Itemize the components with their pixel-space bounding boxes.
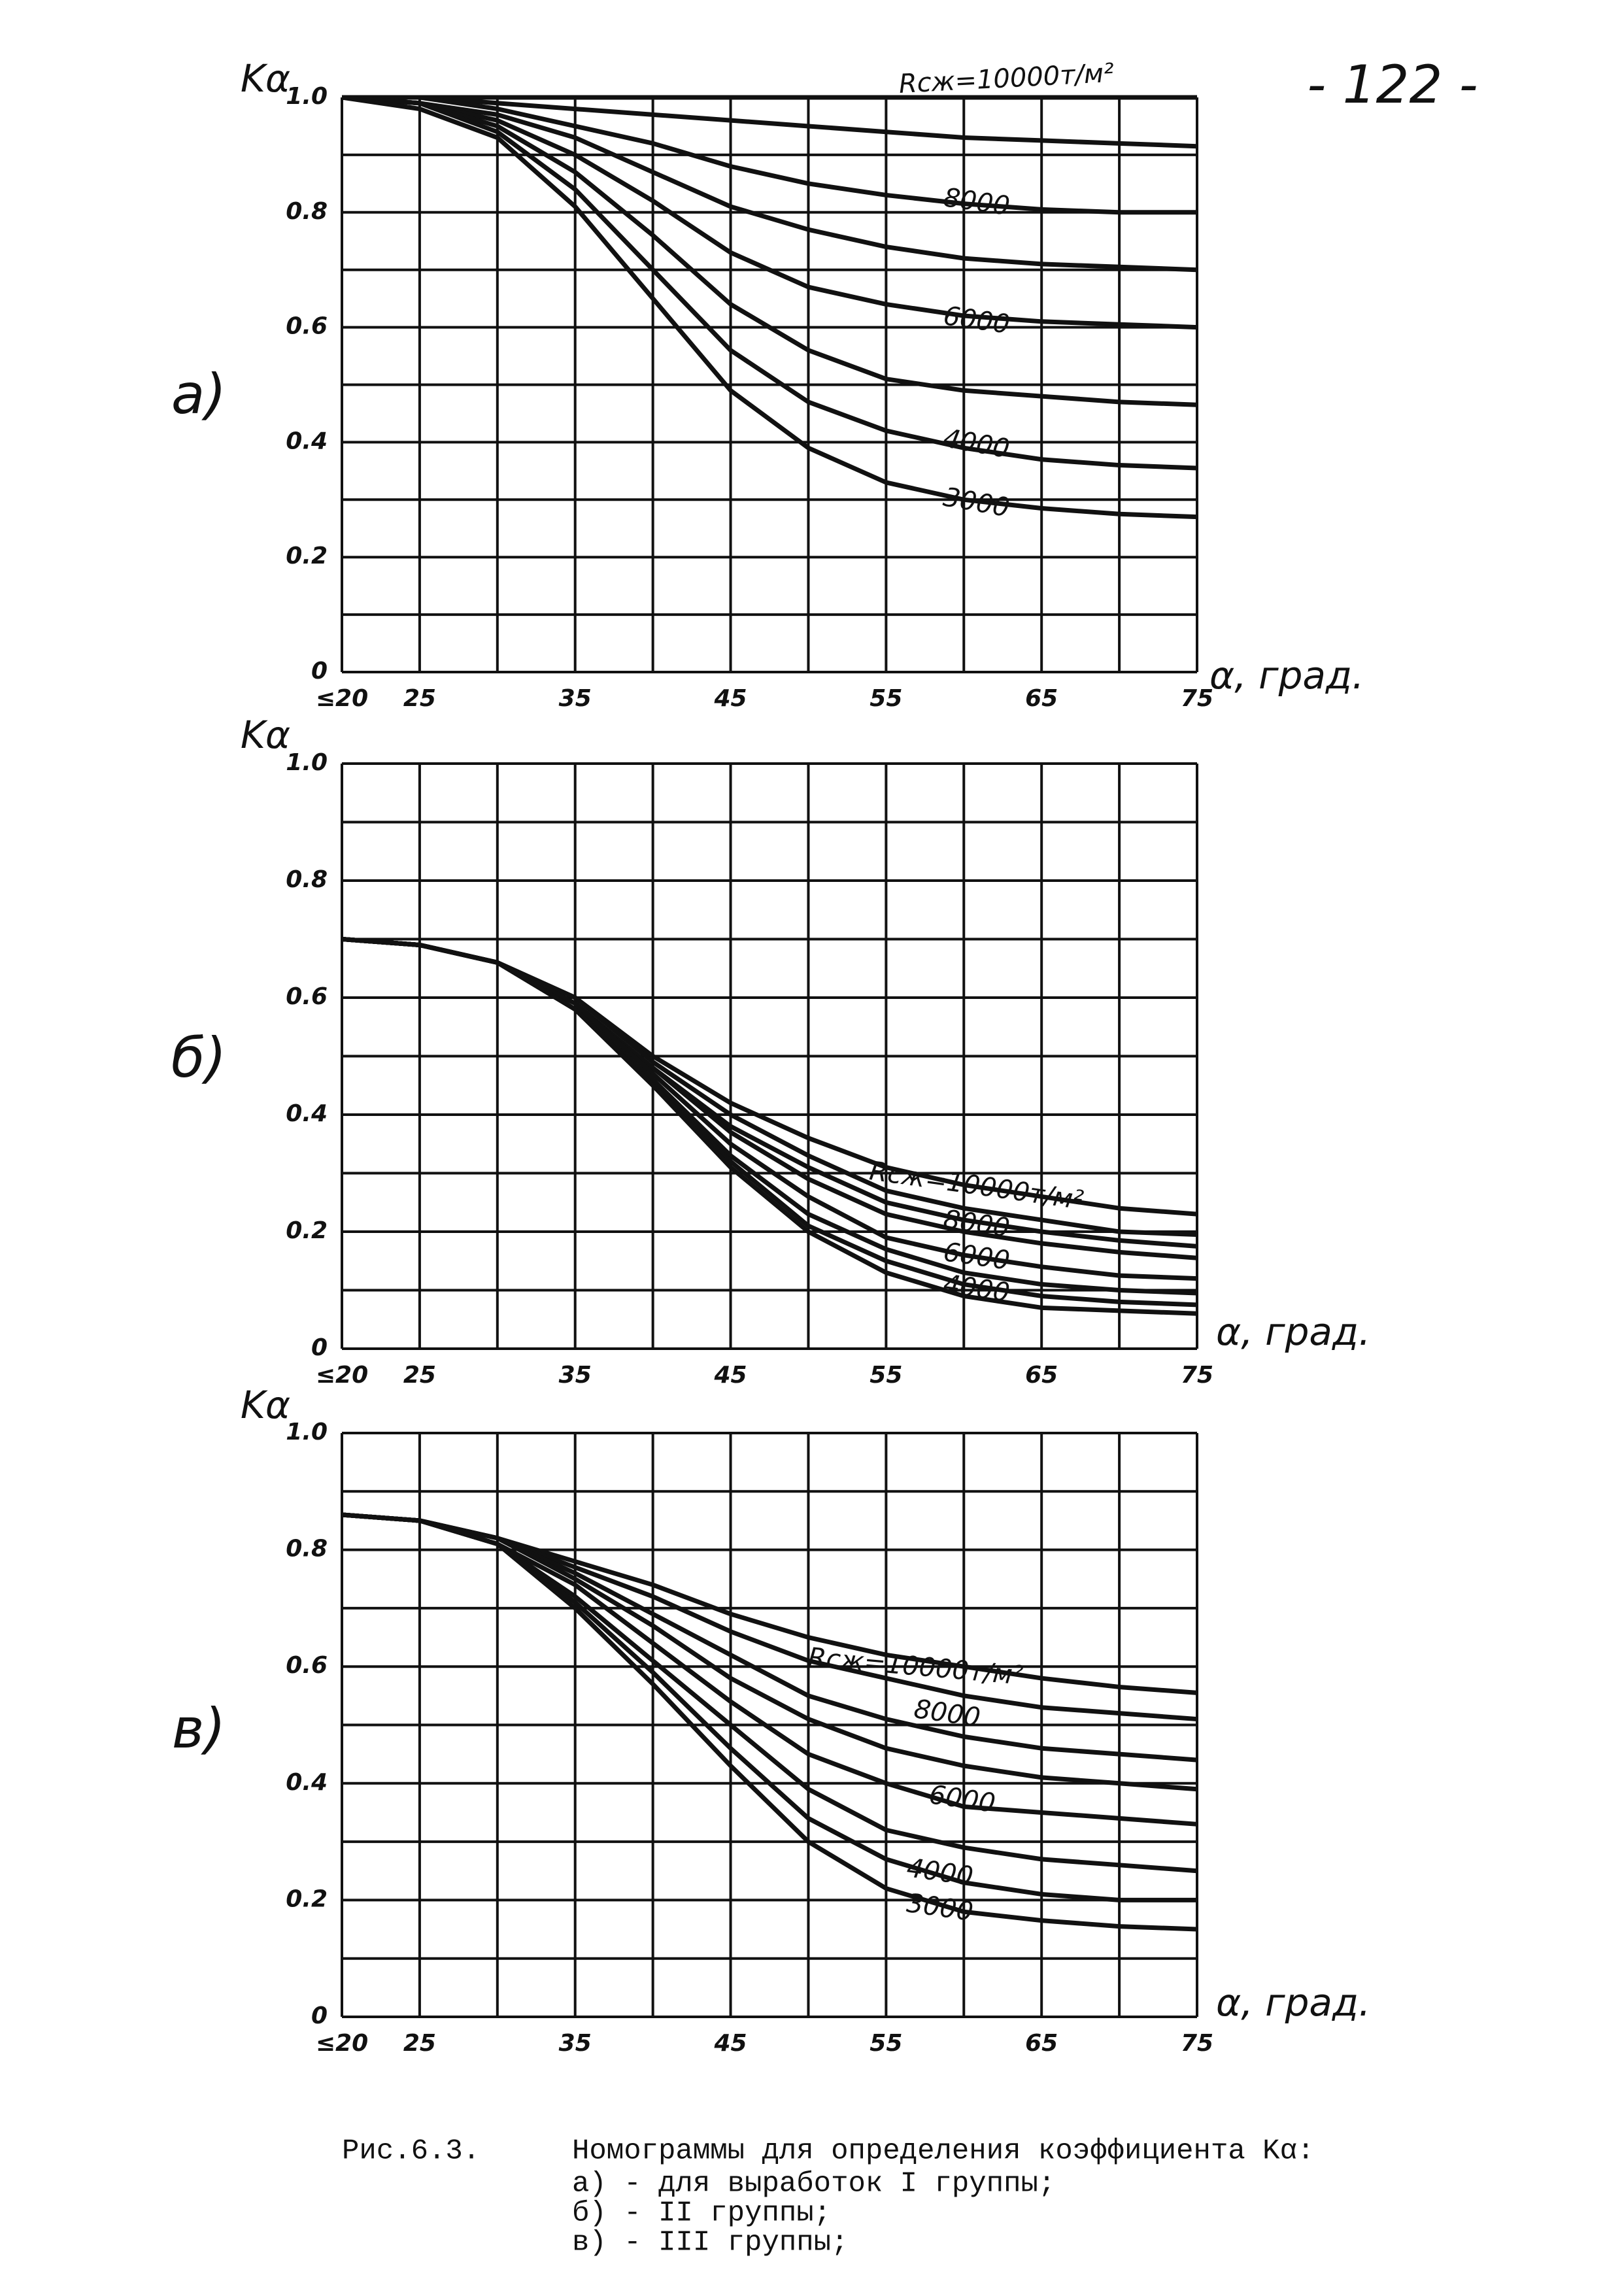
y-tick-label: 1.0 [286, 83, 328, 110]
x-tick-label: 25 [403, 1362, 436, 1389]
y-tick-label: 0.4 [286, 1769, 328, 1796]
x-tick-label: 65 [1025, 1362, 1058, 1389]
y-tick-label: 0.2 [286, 1885, 328, 1912]
y-tick-label: 0 [311, 658, 328, 684]
curve [341, 937, 1198, 1281]
curve-label: 4000 [941, 423, 1011, 464]
curve [341, 1512, 1198, 1722]
x-tick-label: 35 [559, 1362, 592, 1389]
curve [341, 1512, 1198, 1763]
page-number: - 122 - [1307, 54, 1478, 115]
y-tick-label: 0.6 [286, 983, 328, 1010]
y-tick-label: 0.6 [286, 313, 328, 340]
curve [341, 1512, 1198, 1874]
x-axis-label: α, град. [1209, 653, 1364, 698]
x-tick-label: ≤20 [316, 685, 368, 712]
y-tick-label: 0.2 [286, 543, 328, 569]
curve [341, 95, 1198, 471]
x-tick-label: 45 [713, 685, 747, 712]
curve [342, 95, 1197, 215]
x-tick-label: 35 [559, 685, 592, 712]
curve-label: Rсж=10000т/м² [898, 58, 1115, 99]
y-tick-label: 0.4 [286, 1100, 328, 1127]
y-tick-label: 0.2 [286, 1217, 328, 1244]
y-axis-label: Kα [241, 1383, 290, 1427]
x-axis-label: α, град. [1216, 1980, 1370, 2025]
x-tick-label: ≤20 [316, 1362, 368, 1389]
curve-label: 6000 [941, 301, 1011, 340]
caption-title: Номограммы для определения коэффициента … [572, 2135, 1314, 2168]
y-tick-label: 0.8 [286, 198, 328, 225]
caption-item: б) - II группы; [572, 2197, 831, 2230]
panel-label: б) [171, 1026, 227, 1090]
x-tick-label: 55 [870, 685, 902, 712]
y-tick-label: 0 [311, 1334, 328, 1361]
x-tick-label: 75 [1181, 1362, 1213, 1389]
x-tick-label: 35 [559, 2030, 592, 2057]
y-tick-label: 0 [311, 2002, 328, 2029]
y-tick-label: 1.0 [286, 1419, 328, 1445]
x-tick-label: 25 [403, 685, 436, 712]
curve [342, 95, 1198, 149]
curve [341, 95, 1198, 273]
x-axis-label: α, град. [1216, 1309, 1370, 1354]
curve [341, 1512, 1198, 1932]
y-tick-label: 0.4 [286, 428, 328, 454]
curve [341, 95, 1198, 520]
curve [341, 1512, 1198, 1792]
x-tick-label: 45 [713, 1362, 747, 1389]
x-tick-label: 65 [1025, 2030, 1058, 2057]
curve [341, 937, 1198, 1316]
x-tick-label: 55 [870, 2030, 902, 2057]
y-tick-label: 0.6 [286, 1652, 328, 1679]
y-tick-label: 0.8 [286, 1536, 328, 1562]
curve-label: 8000 [941, 182, 1011, 222]
y-tick-label: 0.8 [286, 866, 328, 893]
x-tick-label: 25 [403, 2030, 436, 2057]
panel-label: а) [171, 362, 226, 426]
curve [341, 937, 1198, 1296]
y-tick-label: 1.0 [286, 749, 328, 776]
caption-figure: Рис.6.3. [342, 2135, 480, 2168]
curve-label: 3000 [941, 482, 1011, 523]
x-tick-label: 75 [1181, 685, 1213, 712]
x-tick-label: 55 [870, 1362, 902, 1389]
y-axis-label: Kα [241, 56, 290, 101]
x-tick-label: 65 [1025, 685, 1058, 712]
caption-item: а) - для выработок I группы; [572, 2168, 1055, 2201]
x-tick-label: ≤20 [316, 2030, 368, 2057]
x-tick-label: 45 [713, 2030, 747, 2057]
curve [341, 95, 1198, 407]
panel-label: в) [172, 1697, 226, 1761]
x-tick-label: 75 [1181, 2030, 1213, 2057]
curve [341, 95, 1198, 330]
caption-item: в) - III группы; [572, 2227, 848, 2259]
y-axis-label: Kα [241, 713, 290, 757]
